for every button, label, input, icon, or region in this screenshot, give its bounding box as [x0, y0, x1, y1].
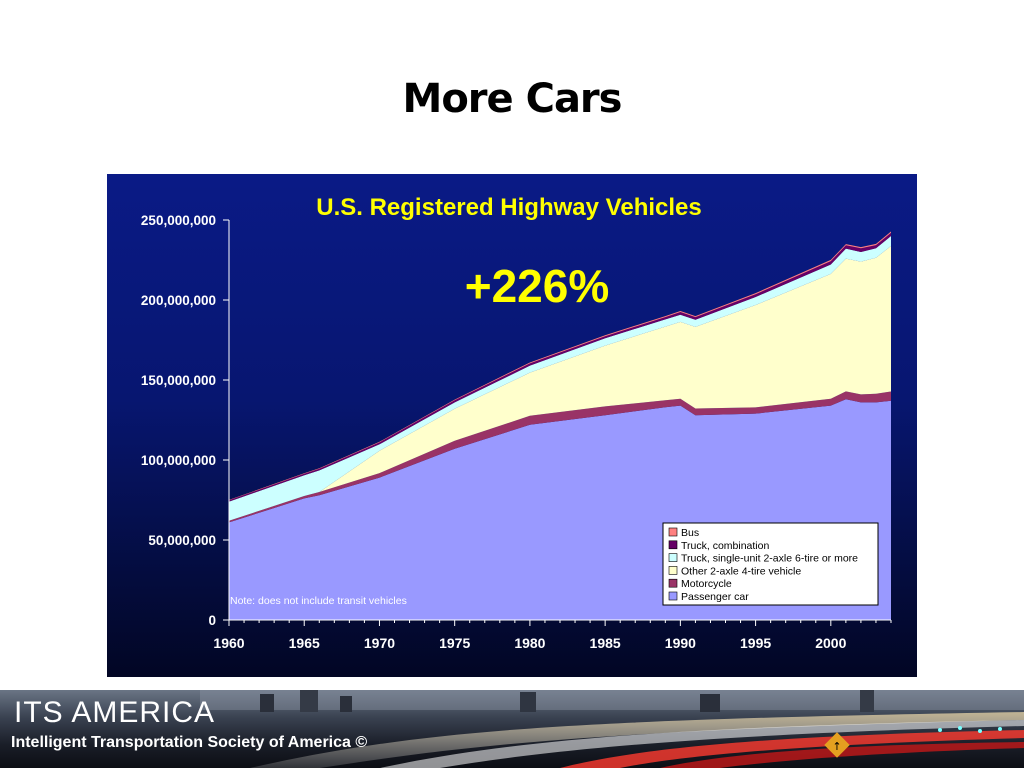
area-other-2-axle-4-tire-vehicle — [229, 245, 891, 521]
stacked-area-chart: 0 50,000,000 100,000,000 150,000,000 200,000… — [141, 194, 892, 651]
chart-title: U.S. Registered Highway Vehicles — [316, 194, 701, 221]
area-truck-combination — [229, 232, 891, 502]
area-truck-single-unit-2-axle-6-tire-or-more — [229, 236, 891, 521]
y-axis-ticks: 0 50,000,000 100,000,000 150,000,000 200,000… — [141, 213, 229, 628]
chart-note: Note: does not include transit vehicles — [230, 595, 407, 607]
legend-swatch — [668, 591, 678, 601]
chart-panel: 0 50,000,000 100,000,000 150,000,000 200,000… — [107, 174, 917, 677]
legend-swatch — [668, 540, 678, 550]
x-tick-label: 1995 — [740, 635, 771, 651]
organization-name: Intelligent Transportation Society of Am… — [11, 734, 368, 751]
slide-title: More Cars — [402, 76, 623, 122]
x-tick-label: 1985 — [590, 635, 621, 651]
y-tick-label: 200,000,000 — [141, 293, 216, 308]
x-tick-label: 1975 — [439, 635, 470, 651]
legend-label: Truck, single-unit 2-axle 6-tire or more — [681, 553, 858, 565]
legend-label: Motorcycle — [681, 578, 732, 590]
legend-swatch — [668, 578, 678, 588]
y-tick-label: 150,000,000 — [141, 373, 216, 388]
area-motorcycle — [229, 391, 891, 523]
x-tick-label: 1970 — [364, 635, 395, 651]
y-tick-label: 250,000,000 — [141, 213, 216, 228]
y-tick-label: 50,000,000 — [148, 533, 216, 548]
legend-label: Passenger car — [681, 591, 749, 603]
its-america-logo: ITS AMERICA — [14, 696, 216, 729]
footer-banner: ↑ ITS AMERICA Intelligent Transportation… — [0, 690, 1024, 768]
y-tick-label: 0 — [208, 613, 216, 628]
x-tick-label: 2000 — [815, 635, 846, 651]
x-tick-label: 1965 — [289, 635, 320, 651]
x-tick-label: 1990 — [665, 635, 696, 651]
legend-label: Truck, combination — [681, 540, 769, 552]
svg-text:↑: ↑ — [832, 740, 841, 753]
x-tick-label: 1980 — [514, 635, 545, 651]
legend-swatch — [668, 566, 678, 575]
chart-callout: +226% — [465, 260, 610, 312]
x-axis-ticks: 1960 1965 1970 1975 1980 1985 1990 1995 2000 — [213, 620, 892, 651]
legend-box — [662, 522, 879, 606]
legend-label: Other 2-axle 4-tire vehicle — [681, 565, 801, 577]
highway-photo-background: ↑ — [200, 690, 1024, 768]
legend-swatch — [668, 553, 678, 562]
x-tick-label: 1960 — [213, 635, 244, 651]
legend-label: Bus — [681, 527, 699, 539]
y-tick-label: 100,000,000 — [141, 453, 216, 468]
road-sign-icon: ↑ — [824, 732, 850, 758]
legend-swatch — [668, 527, 678, 537]
